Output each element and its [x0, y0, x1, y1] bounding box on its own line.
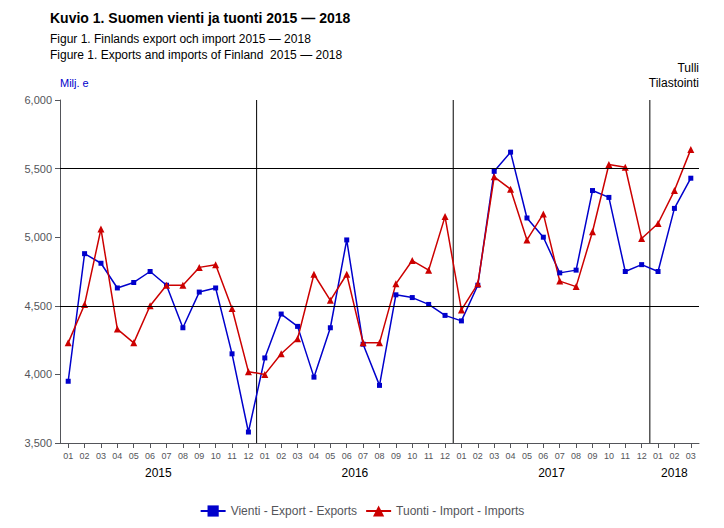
svg-text:09: 09 [587, 451, 597, 461]
svg-text:03: 03 [489, 451, 499, 461]
svg-text:04: 04 [506, 451, 516, 461]
svg-text:Tuonti - Import - Imports: Tuonti - Import - Imports [396, 504, 524, 518]
svg-text:05: 05 [325, 451, 335, 461]
svg-text:5,500: 5,500 [24, 163, 52, 175]
svg-text:12: 12 [440, 451, 450, 461]
svg-text:10: 10 [407, 451, 417, 461]
svg-text:11: 11 [621, 451, 630, 461]
svg-text:Milj. e: Milj. e [60, 77, 89, 89]
svg-text:03: 03 [96, 451, 106, 461]
svg-text:08: 08 [178, 451, 188, 461]
svg-text:02: 02 [669, 451, 679, 461]
svg-text:01: 01 [260, 451, 270, 461]
svg-text:10: 10 [211, 451, 221, 461]
svg-text:Figure 1. Exports and imports: Figure 1. Exports and imports of Finland… [50, 48, 342, 62]
svg-text:2018: 2018 [661, 466, 688, 480]
svg-text:04: 04 [112, 451, 122, 461]
svg-text:6,000: 6,000 [24, 94, 52, 106]
svg-text:Figur 1. Finlands export och i: Figur 1. Finlands export och import 2015… [50, 32, 311, 46]
svg-text:06: 06 [342, 451, 352, 461]
svg-text:02: 02 [276, 451, 286, 461]
svg-text:03: 03 [686, 451, 696, 461]
svg-text:2016: 2016 [342, 466, 369, 480]
svg-text:4,000: 4,000 [24, 368, 52, 380]
svg-text:09: 09 [194, 451, 204, 461]
svg-text:05: 05 [522, 451, 532, 461]
svg-text:07: 07 [555, 451, 565, 461]
svg-text:2015: 2015 [145, 466, 172, 480]
svg-text:12: 12 [637, 451, 647, 461]
svg-text:03: 03 [293, 451, 303, 461]
svg-text:11: 11 [227, 451, 236, 461]
svg-text:Kuvio 1. Suomen vienti ja tuon: Kuvio 1. Suomen vienti ja tuonti 2015 — … [50, 10, 351, 26]
svg-text:10: 10 [604, 451, 614, 461]
svg-text:04: 04 [309, 451, 319, 461]
svg-text:3,500: 3,500 [24, 437, 52, 449]
svg-text:2017: 2017 [538, 466, 565, 480]
svg-text:4,500: 4,500 [24, 300, 52, 312]
svg-text:02: 02 [473, 451, 483, 461]
svg-text:06: 06 [538, 451, 548, 461]
svg-text:01: 01 [653, 451, 663, 461]
svg-text:5,000: 5,000 [24, 231, 52, 243]
svg-text:09: 09 [391, 451, 401, 461]
svg-text:07: 07 [358, 451, 368, 461]
svg-text:Vienti - Export - Exports: Vienti - Export - Exports [231, 504, 358, 518]
svg-text:06: 06 [145, 451, 155, 461]
svg-text:08: 08 [374, 451, 384, 461]
svg-text:11: 11 [424, 451, 433, 461]
svg-text:02: 02 [80, 451, 90, 461]
svg-text:07: 07 [161, 451, 171, 461]
svg-text:01: 01 [456, 451, 466, 461]
svg-text:05: 05 [129, 451, 139, 461]
svg-text:12: 12 [243, 451, 253, 461]
svg-text:Tilastointi: Tilastointi [649, 76, 699, 90]
svg-text:08: 08 [571, 451, 581, 461]
svg-text:Tulli: Tulli [677, 61, 699, 75]
svg-text:01: 01 [63, 451, 73, 461]
